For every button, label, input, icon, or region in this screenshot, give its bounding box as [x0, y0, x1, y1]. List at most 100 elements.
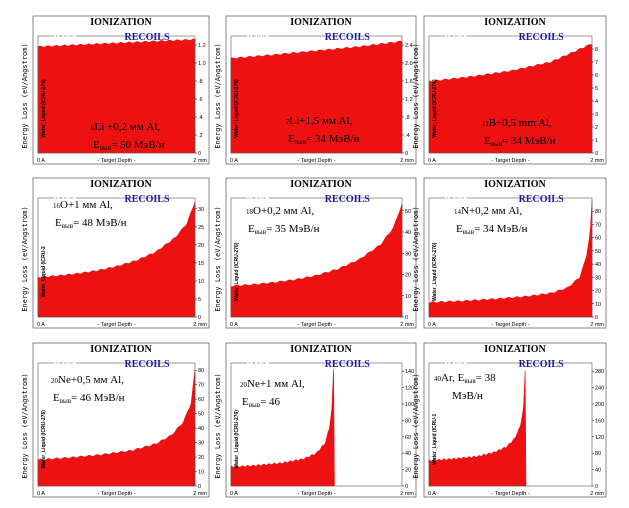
y-tick-label: 70 — [198, 383, 204, 389]
ions-area — [37, 369, 196, 487]
ions-area — [230, 204, 403, 318]
x-max-label: 2 mm — [193, 491, 207, 497]
y-tick-label: 80 — [198, 368, 204, 374]
y-tick-label: 4 — [595, 99, 598, 105]
y-tick-label: .2 — [198, 133, 203, 139]
y-tick-label: 240 — [595, 386, 604, 392]
annotation-line-2: Eвыв= 34 МэВ/н — [456, 223, 528, 236]
y-tick-label: 1.6 — [405, 79, 413, 85]
y-tick-label: 30 — [595, 275, 601, 281]
y-axis-label: Energy Loss (eV/Angstrom) — [412, 373, 420, 478]
annotation-line-1: 40Ar, Eвыв= 38 — [434, 372, 496, 385]
y-tick-label: 1.2 — [405, 97, 413, 103]
y-tick-label: 10 — [405, 294, 411, 300]
y-tick-label: 1.2 — [198, 43, 206, 49]
y-tick-label: 20 — [595, 289, 601, 295]
plot-frame — [37, 362, 196, 487]
x-min-label: 0 A — [37, 322, 45, 328]
x-max-label: 2 mm — [400, 491, 414, 497]
x-min-label: 0 A — [230, 158, 238, 164]
chart-panel-1: IONIZATION IONS RECOILS 0 .2 .4 .6 .8 1.0 1.2 0 A -… — [21, 15, 210, 165]
y-tick-label: 0 — [595, 315, 598, 321]
ions-area — [428, 199, 593, 318]
legend-recoils: RECOILS — [325, 32, 370, 43]
y-tick-label: 60 — [595, 236, 601, 242]
y-tick-label: 50 — [405, 209, 411, 215]
annotation-line-1: 20Ne+0,5 мм Al, — [51, 374, 124, 386]
y-tick-label: 2.0 — [405, 61, 413, 67]
y-tick-label: 30 — [198, 207, 204, 213]
ions-area — [428, 44, 593, 154]
y-tick-label: 0 — [405, 315, 408, 321]
y-tick-label: 20 — [405, 468, 411, 474]
y-tick-label: 20 — [405, 273, 411, 279]
y-tick-label: 40 — [405, 451, 411, 457]
legend-recoils: RECOILS — [519, 32, 564, 43]
chart-panel-8: IONIZATION IONS RECOILS 0 20 40 60 80 100 120 140 0… — [214, 342, 417, 498]
y-tick-label: 120 — [405, 386, 414, 392]
y-tick-label: 50 — [595, 249, 601, 255]
y-tick-label: 80 — [595, 451, 601, 457]
annotation-line-2: МэВ/н — [452, 390, 483, 402]
chart-panel-4: IONIZATION IONS RECOILS 0 5 10 15 20 25 30 0 A - Ta… — [21, 177, 210, 329]
legend-ions: IONS — [246, 359, 271, 370]
y-axis-label: Energy Loss (eV/Angstrom) — [412, 206, 420, 311]
ions-area — [37, 201, 196, 318]
legend-ions: IONS — [53, 194, 78, 205]
plot-frame — [230, 197, 403, 318]
ions-area — [428, 370, 527, 487]
legend-recoils: RECOILS — [125, 32, 170, 43]
x-max-label: 2 mm — [193, 322, 207, 328]
legend-recoils: RECOILS — [125, 359, 170, 370]
y-axis-label: Energy Loss (eV/Angstrom) — [214, 206, 222, 311]
chart-title: IONIZATION — [484, 17, 546, 28]
material-label: Water_Liquid (ICRU-276) — [432, 242, 438, 301]
y-tick-label: 0 — [198, 484, 201, 490]
x-min-label: 0 A — [37, 158, 45, 164]
y-tick-label: 280 — [595, 369, 604, 375]
y-tick-label: 40 — [595, 262, 601, 268]
y-tick-label: 0 — [405, 151, 408, 157]
x-max-label: 2 mm — [590, 158, 604, 164]
x-min-label: 0 A — [428, 158, 436, 164]
y-tick-label: .4 — [405, 133, 410, 139]
annotation-line-2: Eвыв= 34 МэВ/н — [484, 135, 556, 148]
chart-title: IONIZATION — [290, 344, 352, 355]
material-label: Water_Liquid (ICRU-276) — [234, 242, 240, 301]
y-axis-label: Energy Loss (eV/Angstrom) — [21, 206, 29, 311]
chart-title: IONIZATION — [484, 344, 546, 355]
x-min-label: 0 A — [428, 322, 436, 328]
x-axis-label: - Target Depth - — [97, 158, 135, 164]
y-tick-label: 160 — [595, 418, 604, 424]
legend-recoils: RECOILS — [125, 194, 170, 205]
annotation-line-2: Eвыв= 34 МэВ/н — [288, 133, 360, 146]
y-tick-label: .4 — [198, 115, 203, 121]
y-tick-label: .8 — [405, 115, 410, 121]
y-tick-label: 40 — [405, 230, 411, 236]
y-tick-label: 7 — [595, 60, 598, 66]
y-tick-label: 25 — [198, 225, 204, 231]
y-tick-label: 50 — [198, 412, 204, 418]
chart-title: IONIZATION — [290, 179, 352, 190]
y-tick-label: 40 — [198, 426, 204, 432]
annotation-line-1: 16O+1 мм Al, — [53, 199, 113, 211]
y-tick-label: 1 — [595, 138, 598, 144]
y-tick-label: 30 — [405, 251, 411, 257]
legend-recoils: RECOILS — [519, 359, 564, 370]
chart-title: IONIZATION — [484, 179, 546, 190]
y-tick-label: 60 — [405, 435, 411, 441]
chart-panel-6: IONIZATION IONS RECOILS 0 10 20 30 40 50 60 70 80 0 … — [412, 177, 607, 329]
legend-ions: IONS — [53, 32, 78, 43]
chart-title: IONIZATION — [90, 344, 152, 355]
y-tick-label: .8 — [198, 79, 203, 85]
annotation-line-2: Eвыв= 50 МэВ/н — [93, 139, 165, 152]
y-axis-label: Energy Loss (eV/Angstrom) — [214, 373, 222, 478]
x-axis-label: - Target Depth - — [97, 322, 135, 328]
annotation-line-1: 20Ne+1 мм Al, — [240, 378, 305, 390]
chart-title: IONIZATION — [290, 17, 352, 28]
plot-frame — [37, 197, 196, 318]
plot-frame — [428, 35, 593, 154]
material-label: Water_Liquid (ICRU-2 — [41, 246, 47, 297]
legend-ions: IONS — [246, 194, 271, 205]
